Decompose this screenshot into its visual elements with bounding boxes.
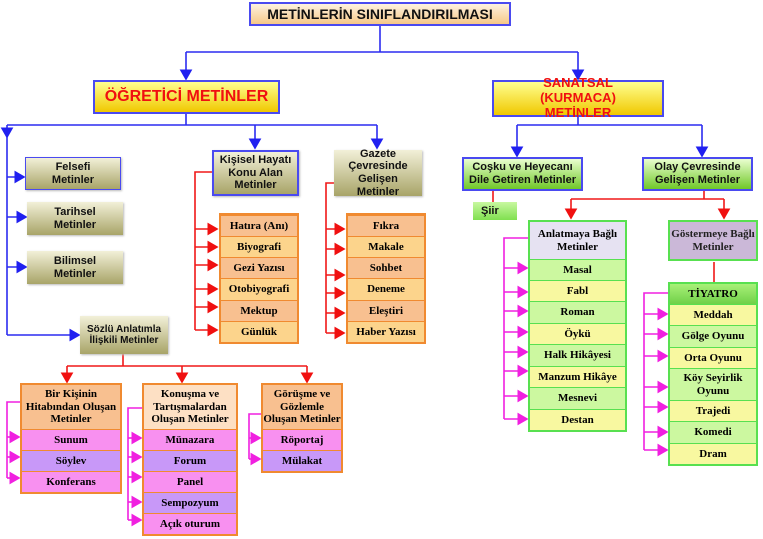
konusma-list: Konuşma ve Tartışmalardan Oluşan Metinle… bbox=[142, 383, 238, 536]
list-item: Orta Oyunu bbox=[670, 347, 756, 368]
list-item: Hatıra (Anı) bbox=[221, 215, 297, 236]
list-item: Komedi bbox=[670, 421, 756, 443]
list-item: Sunum bbox=[22, 429, 120, 450]
list-item: Destan bbox=[530, 409, 625, 430]
bilimsel-metinler-box: Bilimsel Metinler bbox=[27, 251, 123, 284]
list-item: Haber Yazısı bbox=[348, 321, 424, 342]
gazete-list: Fıkra Makale Sohbet Deneme Eleştiri Haber Yaz… bbox=[346, 213, 426, 344]
tarihsel-metinler-box: Tarihsel Metinler bbox=[27, 202, 123, 235]
siir-box: Şiir bbox=[473, 202, 517, 220]
list-item: Mesnevi bbox=[530, 387, 625, 409]
list-item: Trajedi bbox=[670, 400, 756, 421]
list-item: Fıkra bbox=[348, 215, 424, 236]
hitabet-list: Bir Kişinin Hitabından Oluşan Metinler Su… bbox=[20, 383, 122, 494]
gorusme-list: Görüşme ve Gözlemle Oluşan Metinler Röpor… bbox=[261, 383, 343, 473]
list-item: Gölge Oyunu bbox=[670, 325, 756, 347]
sanatsal-metinler-box: SANATSAL (KURMACA) METİNLER bbox=[492, 75, 664, 120]
list-item: Halk Hikâyesi bbox=[530, 344, 625, 366]
root-title-box: METİNLERİN SINIFLANDIRILMASI bbox=[249, 2, 511, 26]
list-header: Konuşma ve Tartışmalardan Oluşan Metinle… bbox=[144, 385, 236, 429]
list-item: Röportaj bbox=[263, 429, 341, 450]
list-item: Mektup bbox=[221, 300, 297, 321]
list-item: Öykü bbox=[530, 323, 625, 344]
list-item: Gezi Yazısı bbox=[221, 257, 297, 278]
list-item: Deneme bbox=[348, 278, 424, 300]
felsefi-metinler-box: Felsefi Metinler bbox=[25, 157, 121, 190]
sozlu-anlatim-box: Sözlü Anlatımla İlişkili Metinler bbox=[80, 316, 168, 354]
blue-connectors bbox=[0, 25, 709, 342]
list-item: Roman bbox=[530, 301, 625, 323]
magenta-connectors bbox=[6, 237, 669, 527]
list-item: Eleştiri bbox=[348, 300, 424, 321]
gostermeye-bagli-box: Göstermeye Bağlı Metinler bbox=[668, 220, 758, 261]
list-item: Sempozyum bbox=[144, 492, 236, 513]
list-item: Söylev bbox=[22, 450, 120, 471]
list-item: Konferans bbox=[22, 471, 120, 492]
cosku-heyecan-box: Coşku ve Heyecanı Dile Getiren Metinler bbox=[462, 157, 583, 191]
olay-cevresi-box: Olay Çevresinde Gelişen Metinler bbox=[642, 157, 753, 191]
list-item: Panel bbox=[144, 471, 236, 492]
list-item: Masal bbox=[530, 259, 625, 280]
kisisel-hayat-list: Hatıra (Anı) Biyografi Gezi Yazısı Otobiyog… bbox=[219, 213, 299, 344]
list-item: Köy Seyirlik Oyunu bbox=[670, 368, 756, 400]
list-header: Bir Kişinin Hitabından Oluşan Metinler bbox=[22, 385, 120, 429]
list-item: Manzum Hikâye bbox=[530, 366, 625, 387]
list-item: Sohbet bbox=[348, 257, 424, 278]
list-item: Forum bbox=[144, 450, 236, 471]
gazete-cevresi-box: Gazete Çevresinde Gelişen Metinler bbox=[334, 148, 422, 198]
list-item: Biyografi bbox=[221, 236, 297, 257]
list-header: Görüşme ve Gözlemle Oluşan Metinler bbox=[263, 385, 341, 429]
anlatmaya-list: Anlatmaya Bağlı Metinler Masal Fabl Roman Öy… bbox=[528, 220, 627, 432]
list-item: Meddah bbox=[670, 304, 756, 325]
ogretici-metinler-box: ÖĞRETİCİ METİNLER bbox=[93, 80, 280, 114]
tiyatro-list: TİYATRO Meddah Gölge Oyunu Orta Oyunu Köy Se… bbox=[668, 282, 758, 466]
list-item: Fabl bbox=[530, 280, 625, 301]
red-connectors bbox=[60, 171, 731, 384]
list-item: Günlük bbox=[221, 321, 297, 342]
list-item: Dram bbox=[670, 443, 756, 464]
list-item: Makale bbox=[348, 236, 424, 257]
list-header: Anlatmaya Bağlı Metinler bbox=[530, 222, 625, 259]
list-item: Açık oturum bbox=[144, 513, 236, 534]
list-item: Münazara bbox=[144, 429, 236, 450]
list-header: TİYATRO bbox=[670, 284, 756, 304]
list-item: Otobiyografi bbox=[221, 278, 297, 300]
kisisel-hayat-box: Kişisel Hayatı Konu Alan Metinler bbox=[212, 150, 299, 196]
list-item: Mülakat bbox=[263, 450, 341, 471]
